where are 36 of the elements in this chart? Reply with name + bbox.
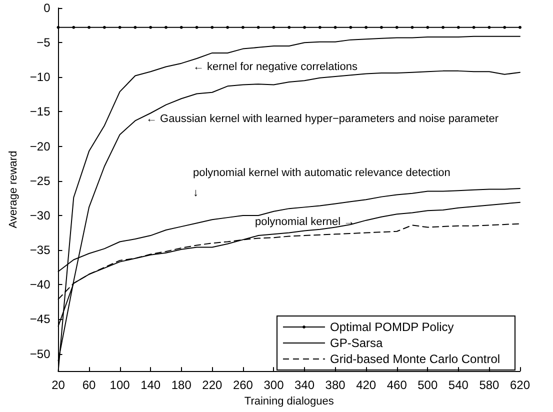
x-tick-label: 220	[202, 378, 222, 392]
x-tick-label: 500	[418, 378, 438, 392]
y-tick-label: −30	[30, 208, 51, 222]
x-tick-label: 180	[171, 378, 192, 392]
y-tick-label: −5	[36, 36, 51, 50]
legend-label: Optimal POMDP Policy	[330, 320, 454, 334]
x-tick-label: 620	[510, 378, 530, 392]
y-tick-label: −40	[30, 278, 51, 292]
x-tick-label: 140	[140, 378, 161, 392]
annotation: polynomial kernel →	[255, 216, 355, 228]
x-axis-title: Training dialogues	[244, 396, 334, 408]
x-tick-label: 580	[479, 378, 500, 392]
y-tick-label: −50	[30, 346, 51, 361]
y-tick-label: −45	[30, 312, 51, 326]
y-tick-label: 0	[44, 1, 51, 15]
x-tick-label: 20	[52, 378, 66, 392]
y-tick-label: −15	[30, 104, 51, 119]
x-tick-label: 300	[264, 378, 284, 392]
legend-label: GP-Sarsa	[330, 336, 384, 350]
x-tick-label: 260	[232, 378, 254, 392]
y-tick-label: −25	[30, 174, 51, 188]
legend-label: Grid-based Monte Carlo Control	[330, 352, 500, 366]
y-tick-label: −35	[30, 243, 51, 258]
x-tick-label: 420	[356, 378, 376, 392]
x-tick-label: 540	[448, 378, 469, 392]
x-tick-label: 60	[82, 378, 96, 392]
y-tick-label: −10	[30, 70, 51, 84]
y-axis-title: Average reward	[8, 150, 20, 228]
x-tick-label: 100	[110, 378, 130, 392]
annotation: polynomial kernel with automatic relevance detection ↓	[193, 167, 450, 199]
x-tick-label: 340	[294, 378, 315, 392]
annotation: ← kernel for negative correlations	[193, 61, 358, 73]
y-tick-label: −20	[30, 139, 51, 154]
annotation: ← Gaussian kernel with learned hyper−parameters and noise parameter	[146, 113, 499, 125]
x-tick-label: 380	[325, 378, 346, 392]
x-tick-label: 460	[386, 378, 408, 392]
